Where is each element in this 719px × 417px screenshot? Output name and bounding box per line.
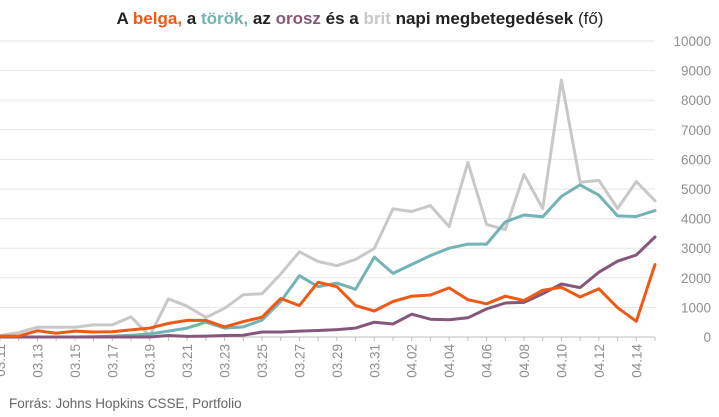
y-tick-label: 7000	[681, 123, 711, 138]
x-tick-label: 03.31	[367, 344, 382, 378]
x-tick-label: 03.27	[292, 344, 307, 378]
x-tick-label: 04.12	[592, 344, 607, 378]
y-axis: 0 1000 2000 3000 4000 5000 6000 7000 8000 9000 100…	[673, 34, 711, 345]
y-tick-label: 5000	[681, 182, 711, 197]
series-line-belga	[0, 263, 657, 338]
title-part: az	[248, 9, 275, 28]
x-tick-label: 04.08	[517, 344, 532, 378]
title-part: A	[117, 9, 133, 28]
title-part: a	[182, 9, 201, 28]
x-tick-label: 04.06	[480, 344, 495, 378]
series-line-török	[0, 183, 657, 339]
title-part: brit	[363, 9, 391, 28]
x-tick-label: 04.14	[629, 344, 644, 378]
x-tick-label: 03.15	[68, 344, 83, 378]
y-tick-label: 0	[703, 330, 711, 345]
x-axis: 03.11 03.13 03.15 03.17 03.19 03.21 03.23 03.25…	[0, 337, 656, 378]
x-tick-label: 03.23	[218, 344, 233, 378]
title-part: belga,	[133, 9, 182, 28]
x-tick-label: 04.04	[442, 344, 457, 378]
y-tick-label: 8000	[681, 93, 711, 108]
gridlines	[0, 40, 655, 338]
y-tick-label: 6000	[681, 152, 711, 167]
x-tick-label: 04.02	[405, 344, 420, 378]
x-tick-label: 03.13	[30, 344, 45, 378]
y-tick-label: 9000	[681, 64, 711, 79]
chart-title: A belga, a török, az orosz és a brit nap…	[117, 9, 604, 28]
y-tick-label: 4000	[681, 212, 711, 227]
series-line-orosz	[0, 235, 657, 339]
series-lines	[0, 78, 657, 339]
series-line-brit	[0, 78, 657, 338]
x-tick-label: 03.17	[105, 344, 120, 378]
source-note: Forrás: Johns Hopkins CSSE, Portfolio	[9, 396, 242, 411]
x-tick-label: 03.11	[0, 344, 8, 377]
y-tick-label: 10000	[673, 34, 711, 49]
x-tick-label: 03.19	[143, 344, 158, 378]
x-tick-label: 03.29	[330, 344, 345, 378]
x-tick-label: 04.10	[554, 344, 569, 378]
title-part: (fő)	[573, 9, 603, 28]
y-tick-label: 2000	[681, 271, 711, 286]
x-tick-label: 03.21	[180, 344, 195, 378]
x-tick-label: 03.25	[255, 344, 270, 378]
title-part: török,	[201, 9, 248, 28]
y-tick-label: 1000	[681, 300, 711, 315]
title-part: orosz	[276, 9, 321, 28]
title-part: napi megbetegedések	[391, 9, 574, 28]
title-part: és a	[321, 9, 364, 28]
y-tick-label: 3000	[681, 241, 711, 256]
